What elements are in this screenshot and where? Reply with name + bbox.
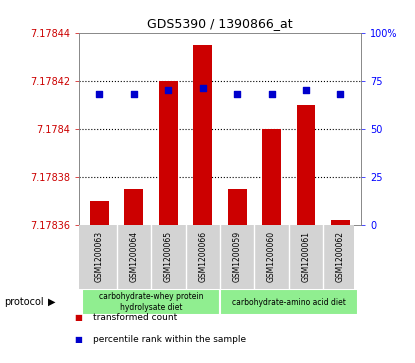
Text: carbohydrate-whey protein
hydrolysate diet: carbohydrate-whey protein hydrolysate di…: [99, 293, 203, 312]
Text: GSM1200060: GSM1200060: [267, 231, 276, 282]
Bar: [228, 189, 247, 225]
Text: ■: ■: [75, 335, 83, 344]
FancyBboxPatch shape: [220, 289, 358, 315]
Bar: [124, 189, 143, 225]
Text: GSM1200064: GSM1200064: [129, 231, 139, 282]
Text: transformed count: transformed count: [93, 313, 178, 322]
Point: [234, 91, 240, 97]
Point: [200, 86, 206, 91]
Point: [96, 91, 103, 97]
Point: [337, 91, 344, 97]
Text: percentile rank within the sample: percentile rank within the sample: [93, 335, 247, 344]
Point: [165, 87, 172, 93]
Title: GDS5390 / 1390866_at: GDS5390 / 1390866_at: [147, 17, 293, 30]
Text: protocol: protocol: [4, 297, 44, 307]
Bar: [331, 220, 350, 225]
Text: GSM1200063: GSM1200063: [95, 231, 104, 282]
Point: [131, 91, 137, 97]
Text: GSM1200066: GSM1200066: [198, 231, 207, 282]
Text: ■: ■: [75, 313, 83, 322]
Point: [268, 91, 275, 97]
Text: GSM1200061: GSM1200061: [301, 231, 310, 282]
Text: GSM1200059: GSM1200059: [233, 231, 242, 282]
Text: ▶: ▶: [48, 297, 55, 307]
Bar: [262, 129, 281, 225]
Bar: [159, 81, 178, 225]
Text: carbohydrate-amino acid diet: carbohydrate-amino acid diet: [232, 298, 346, 307]
Bar: [193, 45, 212, 225]
Text: GSM1200065: GSM1200065: [164, 231, 173, 282]
Point: [303, 87, 309, 93]
Text: GSM1200062: GSM1200062: [336, 231, 345, 282]
FancyBboxPatch shape: [82, 289, 220, 315]
Bar: [90, 201, 109, 225]
Bar: [297, 105, 315, 225]
